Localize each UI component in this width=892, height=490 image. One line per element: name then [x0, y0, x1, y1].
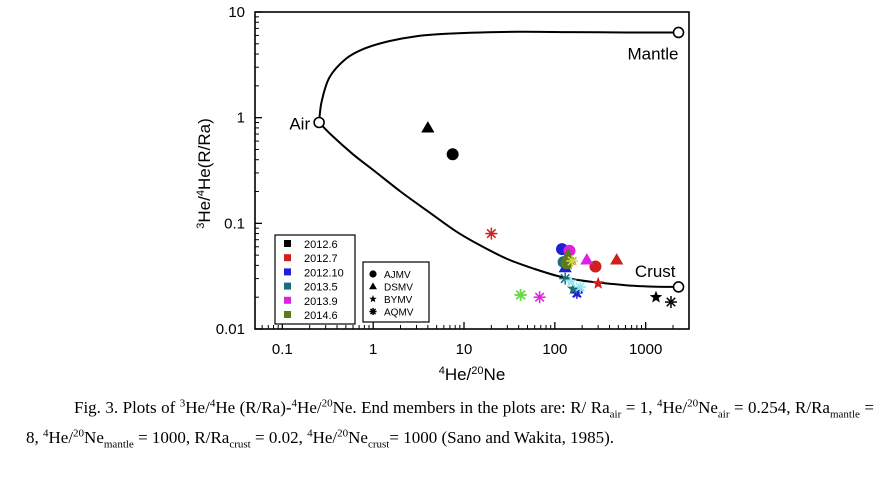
y-axis-label-part: He(R/Ra) [195, 118, 214, 190]
point-extra-aqmv-stroke [515, 290, 526, 300]
end-member-marker [313, 116, 325, 129]
y-tick-label: 0.1 [224, 215, 245, 232]
point-2013-9-aqmv-stroke [534, 292, 545, 302]
legend-year-swatch [284, 240, 291, 247]
point-2012-7-dsmv [610, 253, 624, 265]
mixing-curve-air-mantle [318, 30, 679, 123]
point-extra-aqmv [574, 280, 587, 293]
legend-year-swatch [284, 311, 291, 318]
legend-years-box [274, 234, 356, 325]
point-2012-6-aqmv-stroke [666, 297, 676, 307]
point-2013-5-aqmv-stroke [560, 273, 570, 284]
legend-site-marker [369, 307, 377, 316]
point-extra-bymv [564, 275, 578, 288]
end-member-marker [672, 26, 685, 39]
legend-years: 2012.6 2012.7 2012.10 2013.5 2013.9 2014.6 [274, 234, 356, 325]
legend-year-swatch [284, 296, 291, 304]
legend-year-label: 2012.10 [304, 267, 344, 279]
x-axis-label: 4He/20Ne [439, 365, 506, 384]
point-2012-6-bymv [649, 290, 663, 303]
x-axis-label-part: 20 [471, 365, 483, 377]
point-2012-7-aqmv [485, 227, 498, 240]
point-extra-aqmv [514, 288, 527, 301]
legend-year-swatch [284, 268, 291, 276]
mixing-curves [318, 30, 679, 288]
point-2012-6-aqmv [664, 296, 677, 309]
x-axis-label-part: Ne [484, 365, 506, 384]
mixing-curve-air-crust [318, 121, 679, 288]
helium-neon-chart: 0.1 1 10 100 1000 0.01 0.1 1 10 Air Mantle Crust 2… [195, 4, 690, 384]
plot-frame [254, 11, 690, 330]
x-tick-label: 10 [456, 341, 473, 358]
legend-site-label: BYMV [384, 295, 413, 306]
x-tick-label: 0.1 [272, 341, 293, 358]
x-axis-label-part: He/ [445, 365, 472, 384]
end-members: Air Mantle Crust [289, 26, 685, 293]
legend-site-marker [369, 295, 377, 303]
legend-site-label: DSMV [384, 283, 413, 294]
y-axis-label: 3He/4He(R/Ra) [195, 118, 214, 229]
legend-site-marker [369, 282, 377, 290]
point-extra-aqmv-stroke [575, 282, 585, 292]
point-2013-9-dsmv [580, 253, 594, 265]
axes: 0.1 1 10 100 1000 0.01 0.1 1 10 [216, 4, 690, 358]
end-member-marker [672, 281, 685, 293]
point-2013-5-bymv [567, 282, 580, 295]
x-tick-label: 1000 [629, 341, 662, 358]
y-tick-label: 1 [237, 110, 245, 127]
point-2013-9-aqmv [533, 291, 546, 304]
legend-site-label: AJMV [384, 270, 411, 281]
y-tick-label: 0.01 [216, 321, 245, 338]
legend-year-swatch [284, 282, 291, 290]
legend-site-marker-stroke [369, 308, 377, 315]
x-tick-label: 100 [542, 341, 567, 358]
legend-year-label: 2013.5 [304, 282, 338, 294]
data-points [421, 121, 677, 309]
x-axis-label-part: 4 [439, 365, 445, 377]
legend-year-label: 2012.7 [304, 253, 338, 265]
point-extra-aqmv [566, 255, 579, 268]
point-2014-6-bymv [561, 257, 575, 270]
legend-year-label: 2014.6 [304, 310, 338, 322]
legend-year-label: 2012.6 [304, 239, 338, 251]
x-tick-label: 1 [369, 341, 377, 358]
end-member-label: Crust [635, 262, 676, 281]
y-axis-label-part: He/ [195, 196, 214, 223]
y-axis-label-part: 3 [195, 223, 207, 229]
end-member-label: Mantle [627, 44, 678, 63]
legend-year-label: 2013.9 [304, 296, 338, 308]
point-2012-7-aqmv-stroke [486, 228, 497, 239]
y-tick-label: 10 [228, 4, 245, 21]
point-2012-6-dsmv [421, 121, 435, 133]
legend-site-label: AQMV [384, 308, 414, 319]
point-extra-aqmv-stroke [567, 256, 577, 266]
point-2012-7-bymv [591, 276, 605, 289]
legend-site-marker [369, 270, 377, 278]
point-2012-6-ajmv [446, 148, 459, 161]
legend-year-swatch [284, 254, 291, 262]
figure-caption: Fig. 3. Plots of 3He/4He (R/Ra)-4He/20Ne… [26, 397, 874, 451]
y-axis-label-part: 4 [195, 190, 207, 196]
end-member-label: Air [289, 115, 310, 134]
